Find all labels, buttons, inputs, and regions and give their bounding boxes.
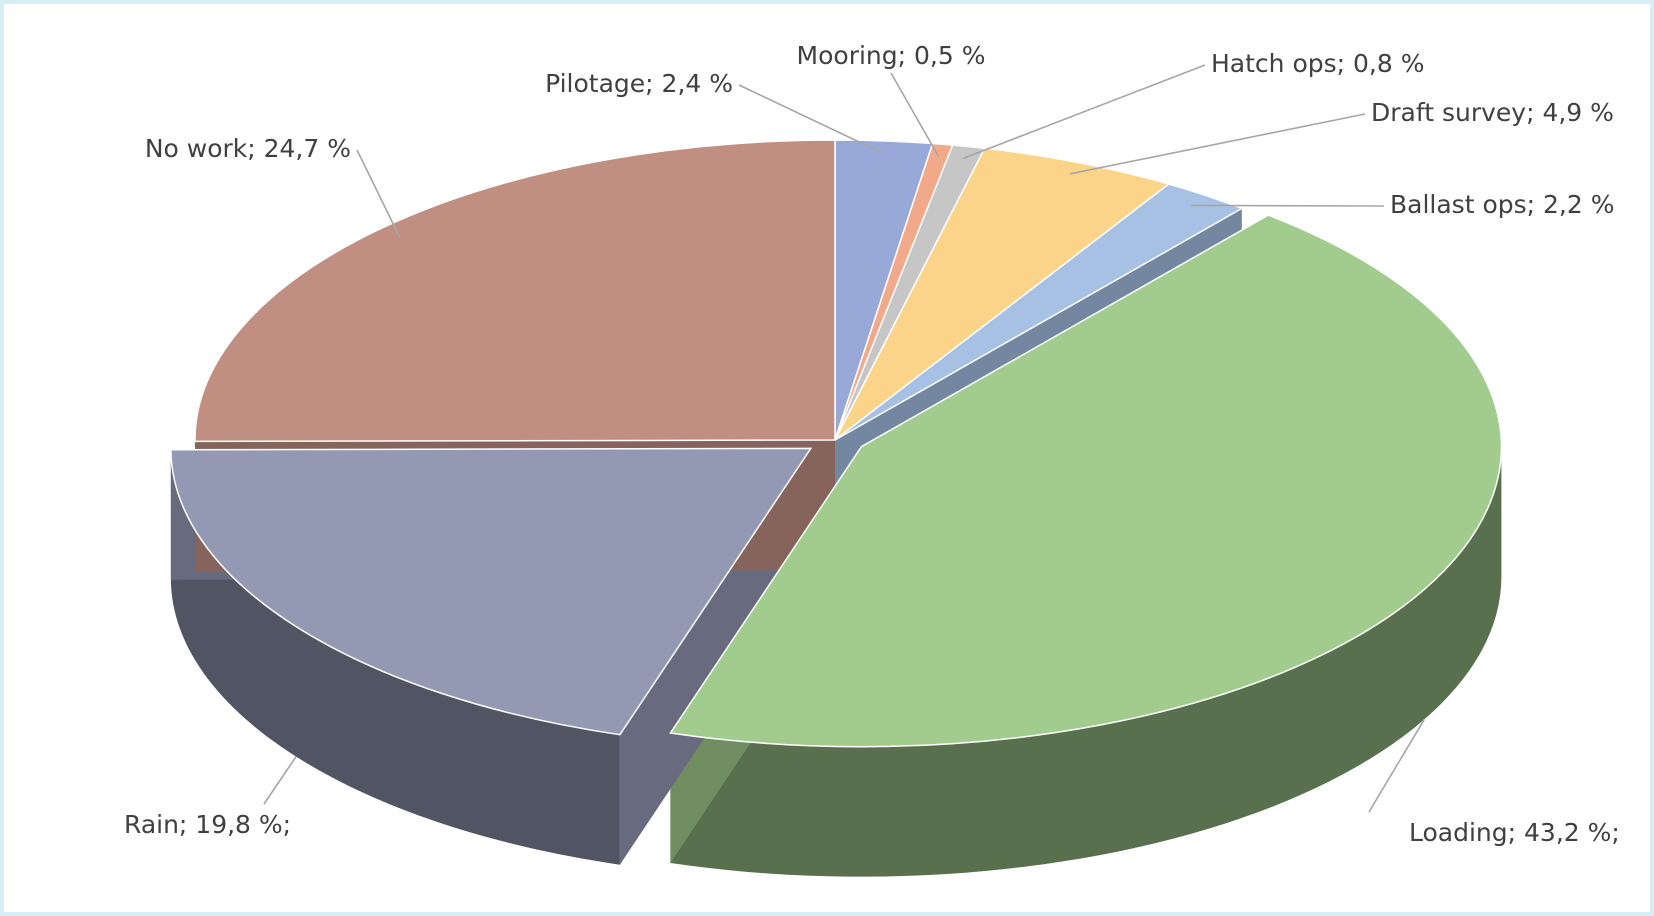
pie-slice [170, 447, 813, 736]
leader-line [738, 84, 883, 154]
leader-line [263, 756, 297, 805]
pie-slice [669, 214, 1503, 748]
data-label: Ballast ops; 2,2 % [1390, 190, 1614, 219]
leader-line [963, 64, 1206, 160]
pie-tops [170, 139, 1503, 748]
data-label: Hatch ops; 0,8 % [1211, 49, 1424, 78]
leader-line [1368, 719, 1425, 813]
leader-line [1191, 204, 1385, 207]
pie-slice [194, 139, 836, 443]
pie-wall [670, 446, 1502, 877]
data-label: Pilotage; 2,4 % [545, 69, 733, 98]
data-label: Mooring; 0,5 % [797, 41, 986, 70]
pie-slice [834, 183, 1244, 441]
data-label: Draft survey; 4,9 % [1371, 98, 1614, 127]
pie-wall [170, 449, 620, 865]
leader-line [890, 72, 940, 157]
leader-line [1069, 113, 1366, 175]
leader-line [356, 149, 401, 238]
pie-slice [834, 147, 1171, 441]
data-label: Loading; 43,2 %; [1409, 818, 1620, 847]
data-label: Rain; 19,8 %; [124, 810, 291, 839]
data-label: No work; 24,7 % [145, 134, 351, 163]
